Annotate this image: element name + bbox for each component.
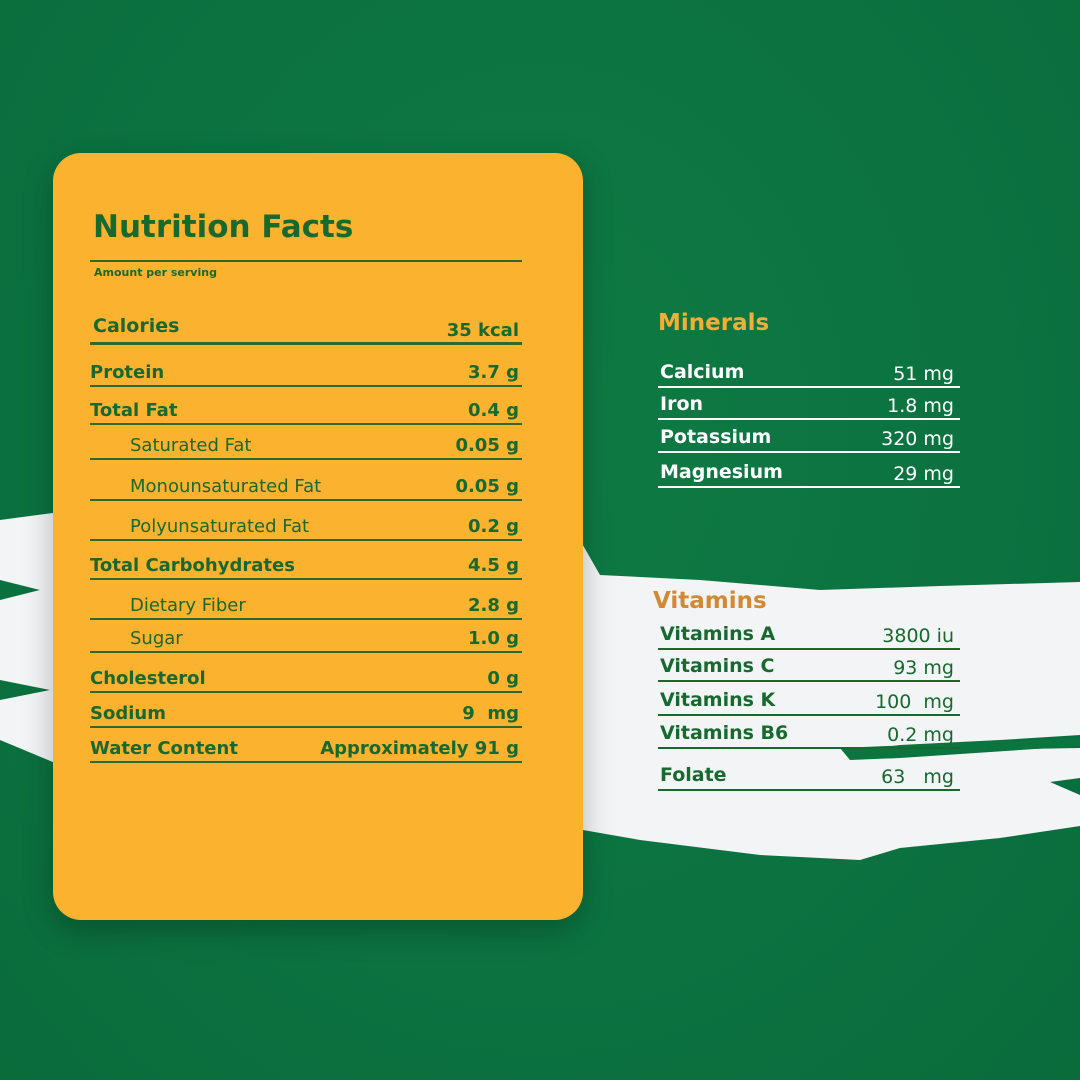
nutrient-value: 4.5 g [467,555,519,576]
nutrient-row: Dietary Fiber 2.8 g [90,580,522,620]
nutrient-row: Cholesterol 0 g [90,653,522,693]
minerals-label: Calcium [660,361,745,383]
vitamins-row: Folate 63 mg [658,749,960,791]
nutrient-row: Protein 3.7 g [90,345,522,387]
nutrient-value: Approximately 91 g [320,738,519,759]
calories-row: Calories 35 kcal [90,303,522,345]
divider [90,726,522,728]
nutrient-label: Saturated Fat [130,435,252,456]
nutrient-value: 0.2 g [467,516,519,537]
nutrition-title: Nutrition Facts [93,209,354,245]
calories-value: 35 kcal [446,320,519,341]
divider [90,761,522,763]
divider [90,260,522,262]
nutrient-row: Polyunsaturated Fat 0.2 g [90,501,522,541]
minerals-label: Iron [660,393,704,415]
nutrient-row: Monounsaturated Fat 0.05 g [90,460,522,501]
vitamins-label: Vitamins B6 [660,722,789,744]
divider [90,691,522,693]
nutrient-row: Sugar 1.0 g [90,620,522,653]
divider [90,578,522,580]
amount-per-serving: Amount per serving [94,266,217,279]
divider [658,486,960,488]
minerals-label: Potassium [660,426,772,448]
nutrient-label: Monounsaturated Fat [130,476,322,497]
nutrition-facts-card: Nutrition Facts Amount per serving Calor… [53,153,583,920]
divider [90,385,522,387]
nutrient-row: Total Fat 0.4 g [90,387,522,425]
vitamins-row: Vitamins B6 0.2 mg [658,716,960,749]
nutrient-label: Water Content [90,738,238,759]
nutrient-value: 1.0 g [467,628,519,649]
divider [658,747,960,749]
nutrient-label: Polyunsaturated Fat [130,516,310,537]
nutrient-value: 0 g [487,668,519,689]
vitamins-label: Vitamins K [660,689,776,711]
minerals-row: Iron 1.8 mg [658,388,960,420]
divider [90,539,522,541]
minerals-value: 320 mg [881,428,954,450]
divider [90,499,522,501]
nutrient-row: Sodium 9 mg [90,693,522,728]
minerals-value: 29 mg [893,463,954,485]
divider [658,789,960,791]
vitamins-value: 93 mg [893,657,954,679]
minerals-row: Potassium 320 mg [658,420,960,453]
divider [658,648,960,650]
minerals-label: Magnesium [660,461,783,483]
vitamins-value: 63 mg [881,766,954,788]
nutrient-row: Total Carbohydrates 4.5 g [90,541,522,580]
nutrient-row: Water Content Approximately 91 g [90,728,522,763]
divider [658,680,960,682]
vitamins-value: 100 mg [875,691,954,713]
minerals-title: Minerals [658,310,770,336]
nutrient-label: Total Carbohydrates [90,555,295,576]
divider [90,651,522,653]
nutrient-label: Dietary Fiber [130,595,246,616]
nutrient-label: Sugar [130,628,183,649]
divider [90,342,522,345]
vitamins-title: Vitamins [653,588,767,614]
minerals-row: Calcium 51 mg [658,350,960,388]
vitamins-label: Vitamins A [660,623,776,645]
vitamins-value: 3800 iu [882,625,954,647]
minerals-value: 51 mg [893,363,954,385]
nutrient-value: 9 mg [462,703,519,724]
nutrient-value: 3.7 g [467,362,519,383]
divider [658,714,960,716]
divider [90,618,522,620]
minerals-row: Magnesium 29 mg [658,453,960,488]
vitamins-label: Folate [660,764,727,786]
divider [658,386,960,388]
nutrient-label: Cholesterol [90,668,206,689]
nutrient-label: Protein [90,362,165,383]
calories-label: Calories [93,315,180,337]
nutrient-value: 0.05 g [455,476,519,497]
nutrient-value: 0.05 g [455,435,519,456]
divider [658,418,960,420]
nutrient-label: Sodium [90,703,166,724]
minerals-value: 1.8 mg [887,395,954,417]
nutrient-value: 2.8 g [467,595,519,616]
divider [90,423,522,425]
nutrient-value: 0.4 g [467,400,519,421]
vitamins-row: Vitamins A 3800 iu [658,615,960,650]
vitamins-row: Vitamins C 93 mg [658,650,960,682]
vitamins-label: Vitamins C [660,655,775,677]
nutrient-row: Saturated Fat 0.05 g [90,425,522,460]
divider [90,458,522,460]
vitamins-value: 0.2 mg [887,724,954,746]
divider [658,451,960,453]
vitamins-row: Vitamins K 100 mg [658,682,960,716]
nutrient-label: Total Fat [90,400,178,421]
